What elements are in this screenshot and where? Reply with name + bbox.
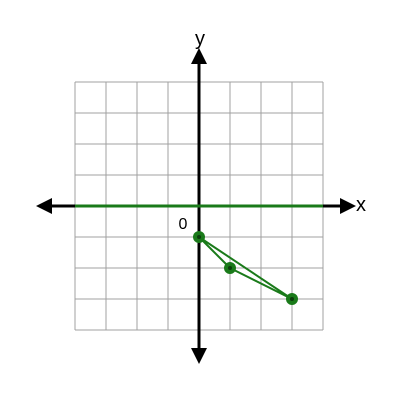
y-axis-top-arrow: [191, 48, 207, 64]
x-axis-left-arrow: [36, 198, 52, 214]
plot-point-center: [197, 235, 201, 239]
x-axis-label: x: [356, 194, 366, 216]
plot-lines: [75, 204, 323, 300]
plot-point-center: [290, 297, 294, 301]
x-axis-right-arrow: [340, 198, 356, 214]
plot-point-center: [228, 266, 232, 270]
triangle-polyline: [198, 236, 293, 300]
y-axis-bottom-arrow: [191, 348, 207, 364]
plot-points: [193, 231, 298, 305]
origin-label: 0: [179, 216, 188, 233]
y-axis-label: y: [195, 28, 205, 50]
